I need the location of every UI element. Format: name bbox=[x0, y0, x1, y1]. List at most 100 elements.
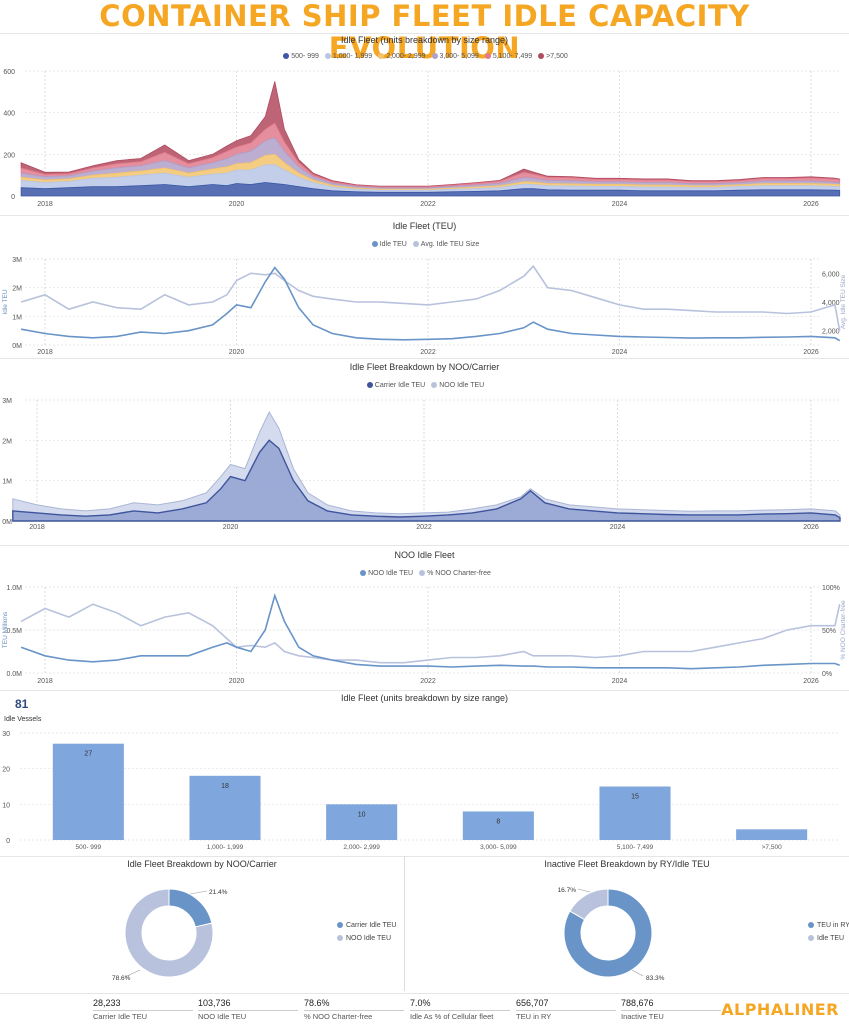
chart-title: Inactive Fleet Breakdown by RY/Idle TEU bbox=[544, 859, 710, 869]
pie-panel: Idle Fleet Breakdown by NOO/Carrier Inac… bbox=[0, 856, 849, 991]
y-tick-label: 0M bbox=[12, 343, 22, 350]
legend-dot bbox=[378, 53, 385, 59]
y-tick-label: 200 bbox=[3, 152, 15, 159]
legend-dot bbox=[419, 570, 426, 576]
legend-item: >7,500 bbox=[536, 53, 568, 60]
area-series bbox=[20, 182, 841, 197]
chart-legend: Carrier Idle TEU NOO Idle TEU bbox=[0, 382, 849, 389]
chart-title: Idle Fleet Breakdown by NOO/Carrier bbox=[127, 859, 277, 869]
legend-dot bbox=[283, 53, 290, 59]
x-tick-label: 2022 bbox=[420, 349, 436, 356]
legend-item: Avg. Idle TEU Size bbox=[411, 241, 479, 248]
chart-units-area: Idle Fleet (units breakdown by size rang… bbox=[0, 33, 849, 213]
pie-slice bbox=[168, 888, 213, 928]
y2-tick-label: 4,000 bbox=[822, 300, 840, 307]
legend-item: 1,000- 1,999 bbox=[323, 53, 372, 60]
kpi-teu-ry: 656,707 TEU in RY bbox=[516, 998, 616, 1021]
divider bbox=[0, 690, 849, 691]
bar-data-label: 15 bbox=[631, 794, 639, 801]
legend-dot bbox=[337, 922, 343, 928]
legend-item: TEU in RY bbox=[808, 922, 849, 929]
x-tick-label: 500- 999 bbox=[75, 844, 101, 851]
legend-item: 500- 999 bbox=[281, 53, 319, 60]
chart-units-bar: Idle Fleet (units breakdown by size rang… bbox=[0, 690, 849, 858]
y-tick-label: 20 bbox=[2, 767, 10, 774]
pie-data-label: 21.4% bbox=[209, 889, 228, 896]
pie-slice bbox=[563, 888, 653, 978]
x-tick-label: 2022 bbox=[420, 201, 436, 208]
chart5-svg: Idle Vessels 0 10 20 30 27 500- 999 18 1,000- 1,… bbox=[2, 716, 840, 851]
leader-line bbox=[124, 969, 141, 978]
x-tick-label: 2018 bbox=[37, 201, 53, 208]
legend-dot bbox=[324, 53, 331, 59]
divider bbox=[0, 545, 849, 546]
legend-item: 3,000- 5,099 bbox=[430, 53, 479, 60]
bar bbox=[189, 775, 261, 840]
y-tick-label: 2M bbox=[2, 438, 12, 445]
chart-title: Idle Fleet (TEU) bbox=[392, 221, 457, 231]
x-tick-label: 2026 bbox=[803, 678, 819, 685]
x-tick-label: 2018 bbox=[29, 524, 45, 531]
x-tick-label: 2020 bbox=[223, 524, 239, 531]
y-axis-label: Idle Vessels bbox=[4, 716, 42, 723]
chart-legend: 500- 999 1,000- 1,999 2,000- 2,999 3,000- 5… bbox=[0, 53, 849, 60]
x-tick-label: 2018 bbox=[37, 678, 53, 685]
chart-noo-line: NOO Idle Fleet NOO Idle TEU % NOO Charter… bbox=[0, 545, 849, 690]
divider bbox=[0, 856, 849, 857]
legend-dot bbox=[808, 922, 814, 928]
bar bbox=[462, 811, 534, 840]
legend-item: NOO Idle TEU bbox=[337, 935, 396, 942]
x-tick-label: 2022 bbox=[416, 524, 432, 531]
alphaliner-logo: ALPHALINER bbox=[721, 1000, 839, 1019]
legend-dot bbox=[484, 53, 491, 59]
x-tick-label: 2020 bbox=[229, 201, 245, 208]
chart-title: Idle Fleet (units breakdown by size rang… bbox=[340, 35, 509, 45]
divider bbox=[0, 215, 849, 216]
legend-item: 2,000- 2,999 bbox=[376, 53, 426, 60]
bar-data-label: 18 bbox=[221, 783, 229, 790]
y-tick-label: 0 bbox=[11, 194, 15, 201]
legend-item: 5,100- 7,499 bbox=[483, 53, 532, 60]
y-tick-label: 0.0M bbox=[6, 671, 22, 678]
pie-data-label: 16.7% bbox=[558, 887, 577, 894]
kpi-noo-idle: 103,736 NOO Idle TEU bbox=[198, 998, 298, 1021]
line-series bbox=[20, 264, 841, 331]
x-tick-label: 2018 bbox=[37, 349, 53, 356]
y2-tick-label: 50% bbox=[822, 628, 836, 635]
x-tick-label: 1,000- 1,999 bbox=[207, 844, 244, 851]
y2-axis-label: % NOO Charter-free bbox=[840, 600, 847, 660]
y2-axis-label: Avg. Idle TEU Size bbox=[840, 274, 847, 329]
y-axis-label: TEU Millions bbox=[2, 611, 9, 648]
leader-line bbox=[189, 890, 208, 895]
legend-dot bbox=[371, 241, 378, 247]
y-tick-label: 1M bbox=[2, 479, 12, 486]
y2-tick-label: 100% bbox=[822, 585, 840, 592]
y2-tick-label: 2,000 bbox=[822, 329, 840, 336]
x-tick-label: 2020 bbox=[229, 678, 245, 685]
kpi-idle-pct: 7.0% Idle As % of Cellular fleet bbox=[410, 998, 510, 1021]
y-tick-label: 1.0M bbox=[6, 585, 22, 592]
chart-title: Idle Fleet (units breakdown by size rang… bbox=[340, 693, 509, 703]
x-tick-label: 2,000- 2,999 bbox=[343, 844, 380, 851]
legend-item: Idle TEU bbox=[370, 241, 407, 248]
legend-dot bbox=[538, 53, 545, 59]
divider bbox=[0, 33, 849, 34]
y-tick-label: 30 bbox=[2, 731, 10, 738]
pie1-legend: Carrier Idle TEU NOO Idle TEU bbox=[337, 922, 396, 948]
y-tick-label: 600 bbox=[3, 69, 15, 76]
y-tick-label: 3M bbox=[2, 398, 12, 405]
y-tick-label: 0M bbox=[2, 519, 12, 526]
legend-dot bbox=[337, 935, 343, 941]
pie-slice bbox=[124, 888, 214, 978]
y-tick-label: 10 bbox=[2, 802, 10, 809]
y-tick-label: 2M bbox=[12, 286, 22, 293]
x-tick-label: >7,500 bbox=[762, 844, 782, 851]
chart-legend: Idle TEU Avg. Idle TEU Size bbox=[0, 241, 849, 248]
legend-dot bbox=[360, 570, 367, 576]
chart-noo-carrier-area: Idle Fleet Breakdown by NOO/Carrier Carr… bbox=[0, 358, 849, 538]
x-tick-label: 2026 bbox=[803, 524, 819, 531]
x-tick-label: 2020 bbox=[229, 349, 245, 356]
pie-slice bbox=[569, 888, 609, 921]
y-tick-label: 3M bbox=[12, 257, 22, 264]
y-tick-label: 1M bbox=[12, 314, 22, 321]
